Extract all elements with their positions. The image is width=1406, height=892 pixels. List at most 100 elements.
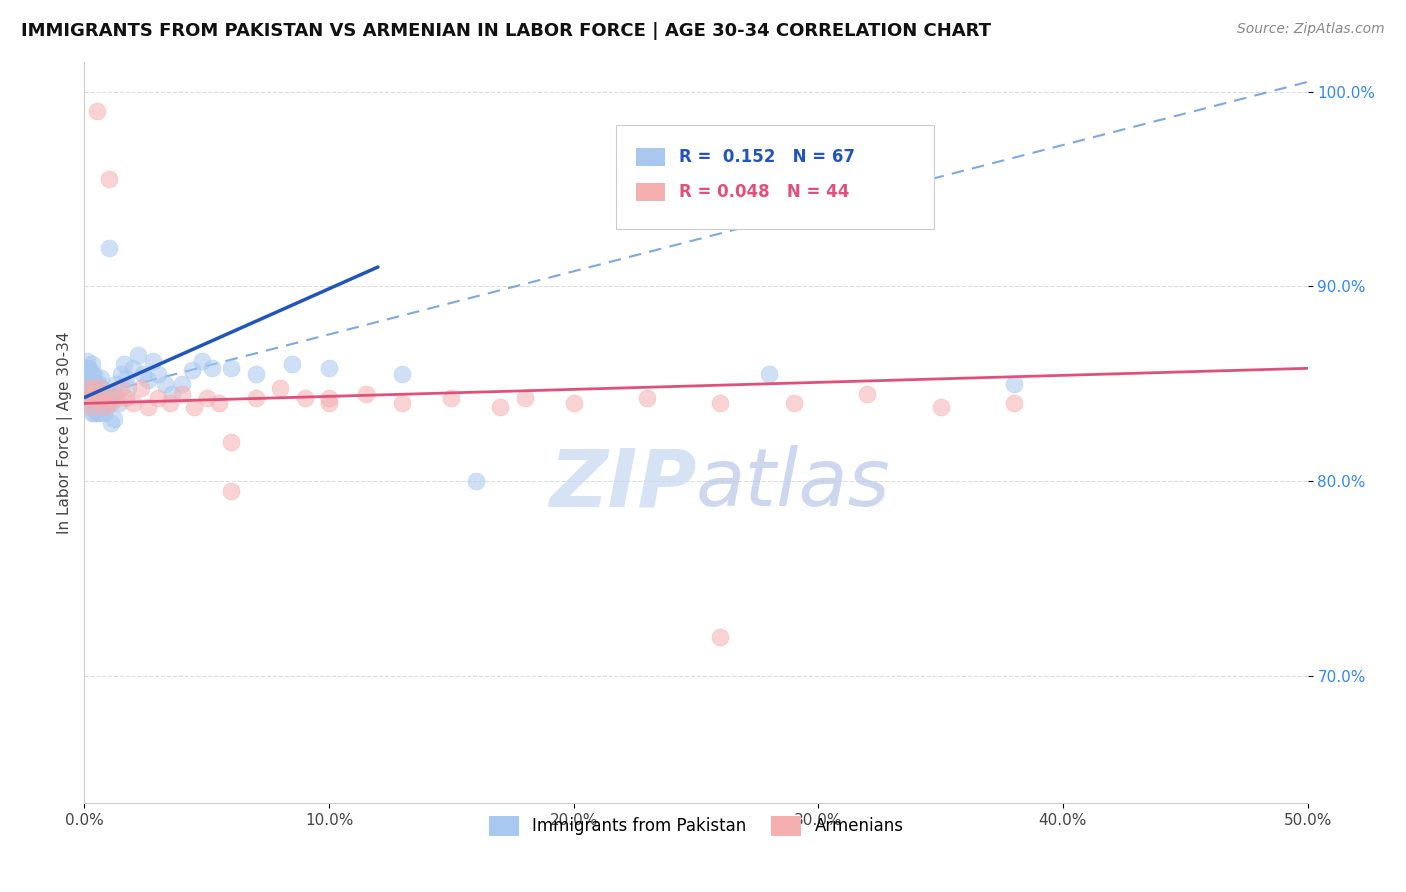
Point [162,386,184,401]
Point [183,401,205,415]
Point [83,376,105,391]
Point [219,361,242,376]
Point [115,371,138,385]
Point [77,371,100,385]
Point [86,386,108,401]
Point [709,630,731,644]
Point [110,367,132,381]
Point [191,353,214,368]
FancyBboxPatch shape [636,183,665,201]
Point [97,240,120,254]
Point [90,401,112,415]
Point [783,396,806,410]
Point [77,381,100,395]
Point [93,401,115,415]
Point [97,396,120,410]
Point [103,386,125,401]
Y-axis label: In Labor Force | Age 30-34: In Labor Force | Age 30-34 [58,331,73,534]
Point [97,172,120,186]
Point [77,381,100,395]
Point [110,381,132,395]
Point [96,391,118,405]
Text: R =  0.152   N = 67: R = 0.152 N = 67 [679,148,855,166]
Point [122,396,145,410]
Point [245,367,267,381]
Point [219,484,242,499]
Point [86,376,108,391]
Point [93,406,115,420]
Point [76,391,98,405]
FancyBboxPatch shape [616,126,935,229]
Point [129,381,152,395]
Point [76,361,98,376]
Point [80,386,103,401]
Point [87,396,110,410]
Point [200,361,222,376]
Point [146,391,169,405]
Point [105,391,128,405]
Point [391,367,413,381]
Point [107,396,129,410]
Point [318,396,340,410]
Point [83,406,105,420]
Point [181,363,204,377]
Point [172,376,194,391]
Point [100,396,122,410]
Point [105,376,128,391]
Point [153,376,176,391]
Point [83,396,105,410]
Point [90,391,112,405]
Point [354,386,377,401]
Point [80,367,103,381]
Point [856,386,879,401]
Point [195,391,218,405]
Point [562,396,585,410]
Point [709,396,731,410]
Point [96,401,118,415]
Point [318,391,340,405]
Point [132,367,155,381]
Point [87,391,110,405]
Point [87,406,110,420]
Point [77,401,100,415]
Point [87,376,110,391]
Point [208,396,231,410]
Point [172,386,194,401]
Point [76,371,98,385]
Point [115,391,138,405]
Point [636,391,658,405]
Point [159,396,181,410]
Point [136,401,159,415]
Point [80,358,103,372]
Point [77,391,100,405]
Point [142,353,165,368]
Legend: Immigrants from Pakistan, Armenians: Immigrants from Pakistan, Armenians [482,809,910,843]
Text: Source: ZipAtlas.com: Source: ZipAtlas.com [1237,22,1385,37]
Point [513,391,536,405]
Point [245,391,267,405]
Point [86,396,108,410]
Point [464,475,486,489]
Point [77,361,100,376]
Point [80,376,103,391]
Text: R = 0.048   N = 44: R = 0.048 N = 44 [679,183,849,201]
Point [281,358,304,372]
Point [1002,376,1025,391]
Point [758,367,780,381]
Point [103,412,125,426]
Point [83,386,105,401]
Point [440,391,463,405]
Point [391,396,413,410]
Point [87,386,110,401]
Point [136,373,159,387]
Point [80,391,103,405]
Point [127,348,149,362]
Point [146,367,169,381]
Point [93,391,115,405]
Text: IMMIGRANTS FROM PAKISTAN VS ARMENIAN IN LABOR FORCE | AGE 30-34 CORRELATION CHAR: IMMIGRANTS FROM PAKISTAN VS ARMENIAN IN … [21,22,991,40]
Point [96,391,118,405]
Point [90,381,112,395]
Point [489,401,512,415]
Text: ZIP: ZIP [548,445,696,524]
FancyBboxPatch shape [636,148,665,166]
